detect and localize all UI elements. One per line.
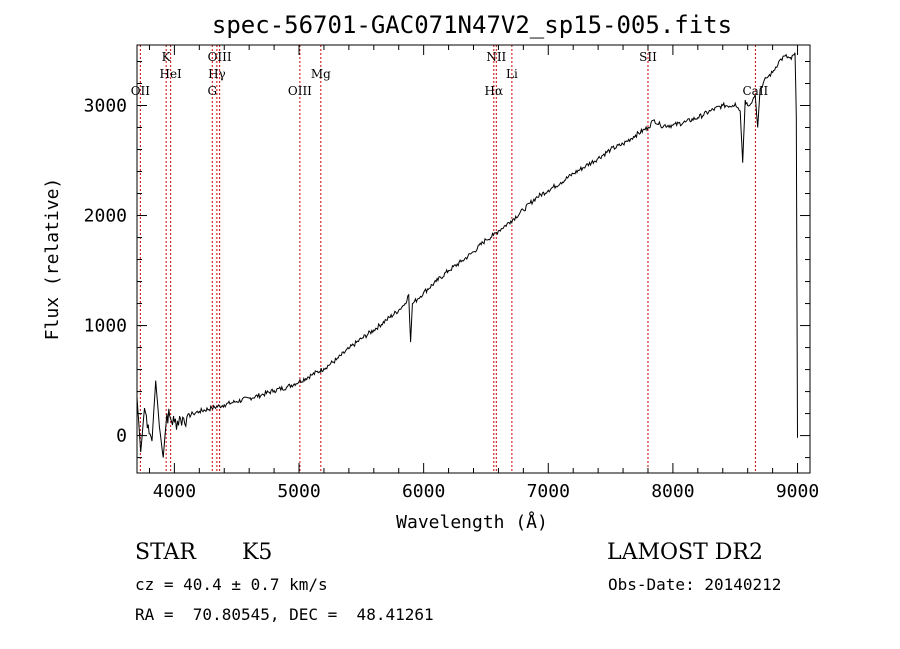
y-tick-label: 2000 [84, 206, 127, 227]
x-tick-label: 7000 [527, 481, 570, 502]
y-tick-label: 0 [116, 426, 127, 447]
spectral-line-label: NII [486, 50, 506, 64]
y-tick-label: 1000 [84, 316, 127, 337]
x-tick-label: 5000 [277, 481, 320, 502]
spectral-line-label: Hα [485, 84, 504, 98]
spectral-line-label: Hγ [208, 67, 226, 81]
spectral-line-label: OIII [208, 50, 232, 64]
spectrum-line [136, 52, 798, 458]
plot-frame [136, 44, 811, 474]
survey-name: LAMOST DR2 [607, 540, 763, 565]
object-subclass: K5 [242, 540, 273, 565]
x-tick-label: 4000 [153, 481, 196, 502]
object-class: STAR [135, 540, 196, 565]
spectral-line-label: OIII [288, 84, 312, 98]
y-axis-label: Flux (relative) [42, 178, 63, 341]
x-axis-label: Wavelength (Å) [396, 511, 548, 533]
obs-date: Obs-Date: 20140212 [608, 575, 782, 594]
spectral-line-label: Li [506, 67, 518, 81]
x-tick-label: 8000 [651, 481, 694, 502]
spectral-line-label: OII [131, 84, 151, 98]
axis-ticks: 4000 5000 6000 7000 8000 9000 0 1000 2000 3000 [84, 45, 819, 502]
coordinates: RA = 70.80545, DEC = 48.41261 [135, 605, 434, 624]
redshift-text: cz = 40.4 ± 0.7 km/s [135, 575, 328, 594]
spectral-line-label: Mg [311, 67, 331, 81]
spectral-line-label: HeI [159, 67, 182, 81]
spectral-line-label: K [162, 50, 172, 64]
x-tick-label: 9000 [776, 481, 819, 502]
spectral-line-label: SII [639, 50, 657, 64]
x-tick-label: 6000 [402, 481, 445, 502]
chart-title: spec-56701-GAC071N47V2_sp15-005.fits [212, 11, 732, 39]
y-tick-label: 3000 [84, 96, 127, 117]
spectral-line-label: G [207, 84, 217, 98]
